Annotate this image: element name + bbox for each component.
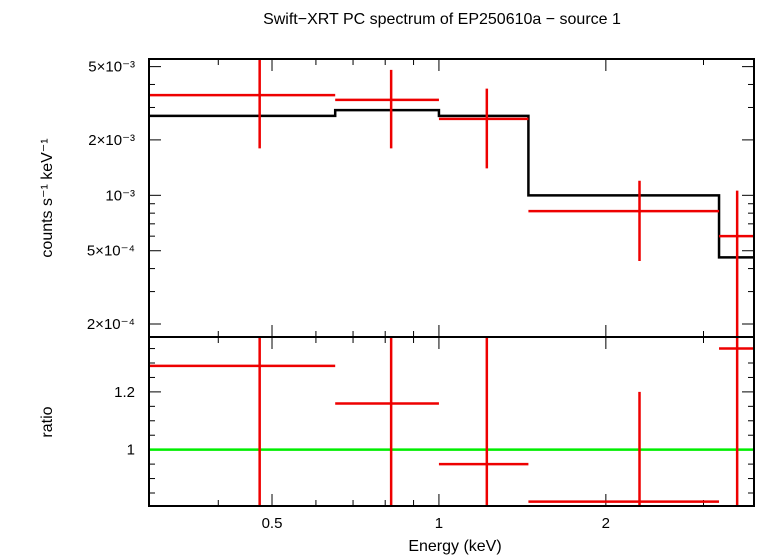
spectrum-y-tick-label: 10⁻³: [105, 187, 135, 204]
x-tick-label: 0.5: [262, 515, 283, 532]
ratio-y-tick-label: 1: [127, 442, 135, 459]
spectrum-ticks: [148, 59, 754, 337]
x-tick-labels: 0.5 1 2: [262, 515, 610, 532]
spectrum-data-point: [149, 59, 336, 149]
x-tick-label: 1: [435, 515, 443, 532]
spectrum-plot-frame: [148, 58, 755, 338]
ratio-data-point: [528, 391, 720, 506]
x-tick-label: 2: [602, 515, 610, 532]
ratio-plot-frame: [148, 336, 755, 507]
spectrum-data-point: [719, 190, 754, 337]
spectrum-data-point: [528, 180, 720, 261]
ratio-data-point: [335, 337, 439, 506]
ratio-y-tick-labels: 1.21: [114, 384, 135, 459]
x-axis-label: Energy (keV): [408, 538, 501, 555]
spectrum-y-tick-labels: 5×10⁻³ 2×10⁻³ 10⁻³ 5×10⁻⁴ 2×10⁻⁴: [87, 59, 135, 333]
spectrum-data-point: [335, 69, 439, 149]
spectrum-y-tick-label: 2×10⁻³: [88, 132, 135, 149]
spectrum-y-tick-label: 5×10⁻³: [88, 59, 135, 76]
ratio-ticks: [148, 337, 754, 506]
spectrum-data-point: [438, 88, 529, 169]
model-step-line: [149, 108, 754, 259]
spectrum-series: [149, 59, 754, 337]
ratio-series: [149, 337, 754, 506]
spectrum-y-axis-label: counts s⁻¹ keV⁻¹: [39, 138, 56, 257]
ratio-y-tick-label: 1.2: [114, 384, 135, 401]
chart-title: Swift−XRT PC spectrum of EP250610a − sou…: [263, 11, 621, 28]
ratio-y-axis-label: ratio: [39, 406, 56, 437]
ratio-data-point: [149, 337, 336, 506]
ratio-data-point: [719, 337, 754, 506]
spectrum-y-tick-label: 5×10⁻⁴: [87, 243, 135, 260]
ratio-data-point: [438, 337, 529, 506]
spectrum-y-tick-label: 2×10⁻⁴: [87, 316, 135, 333]
